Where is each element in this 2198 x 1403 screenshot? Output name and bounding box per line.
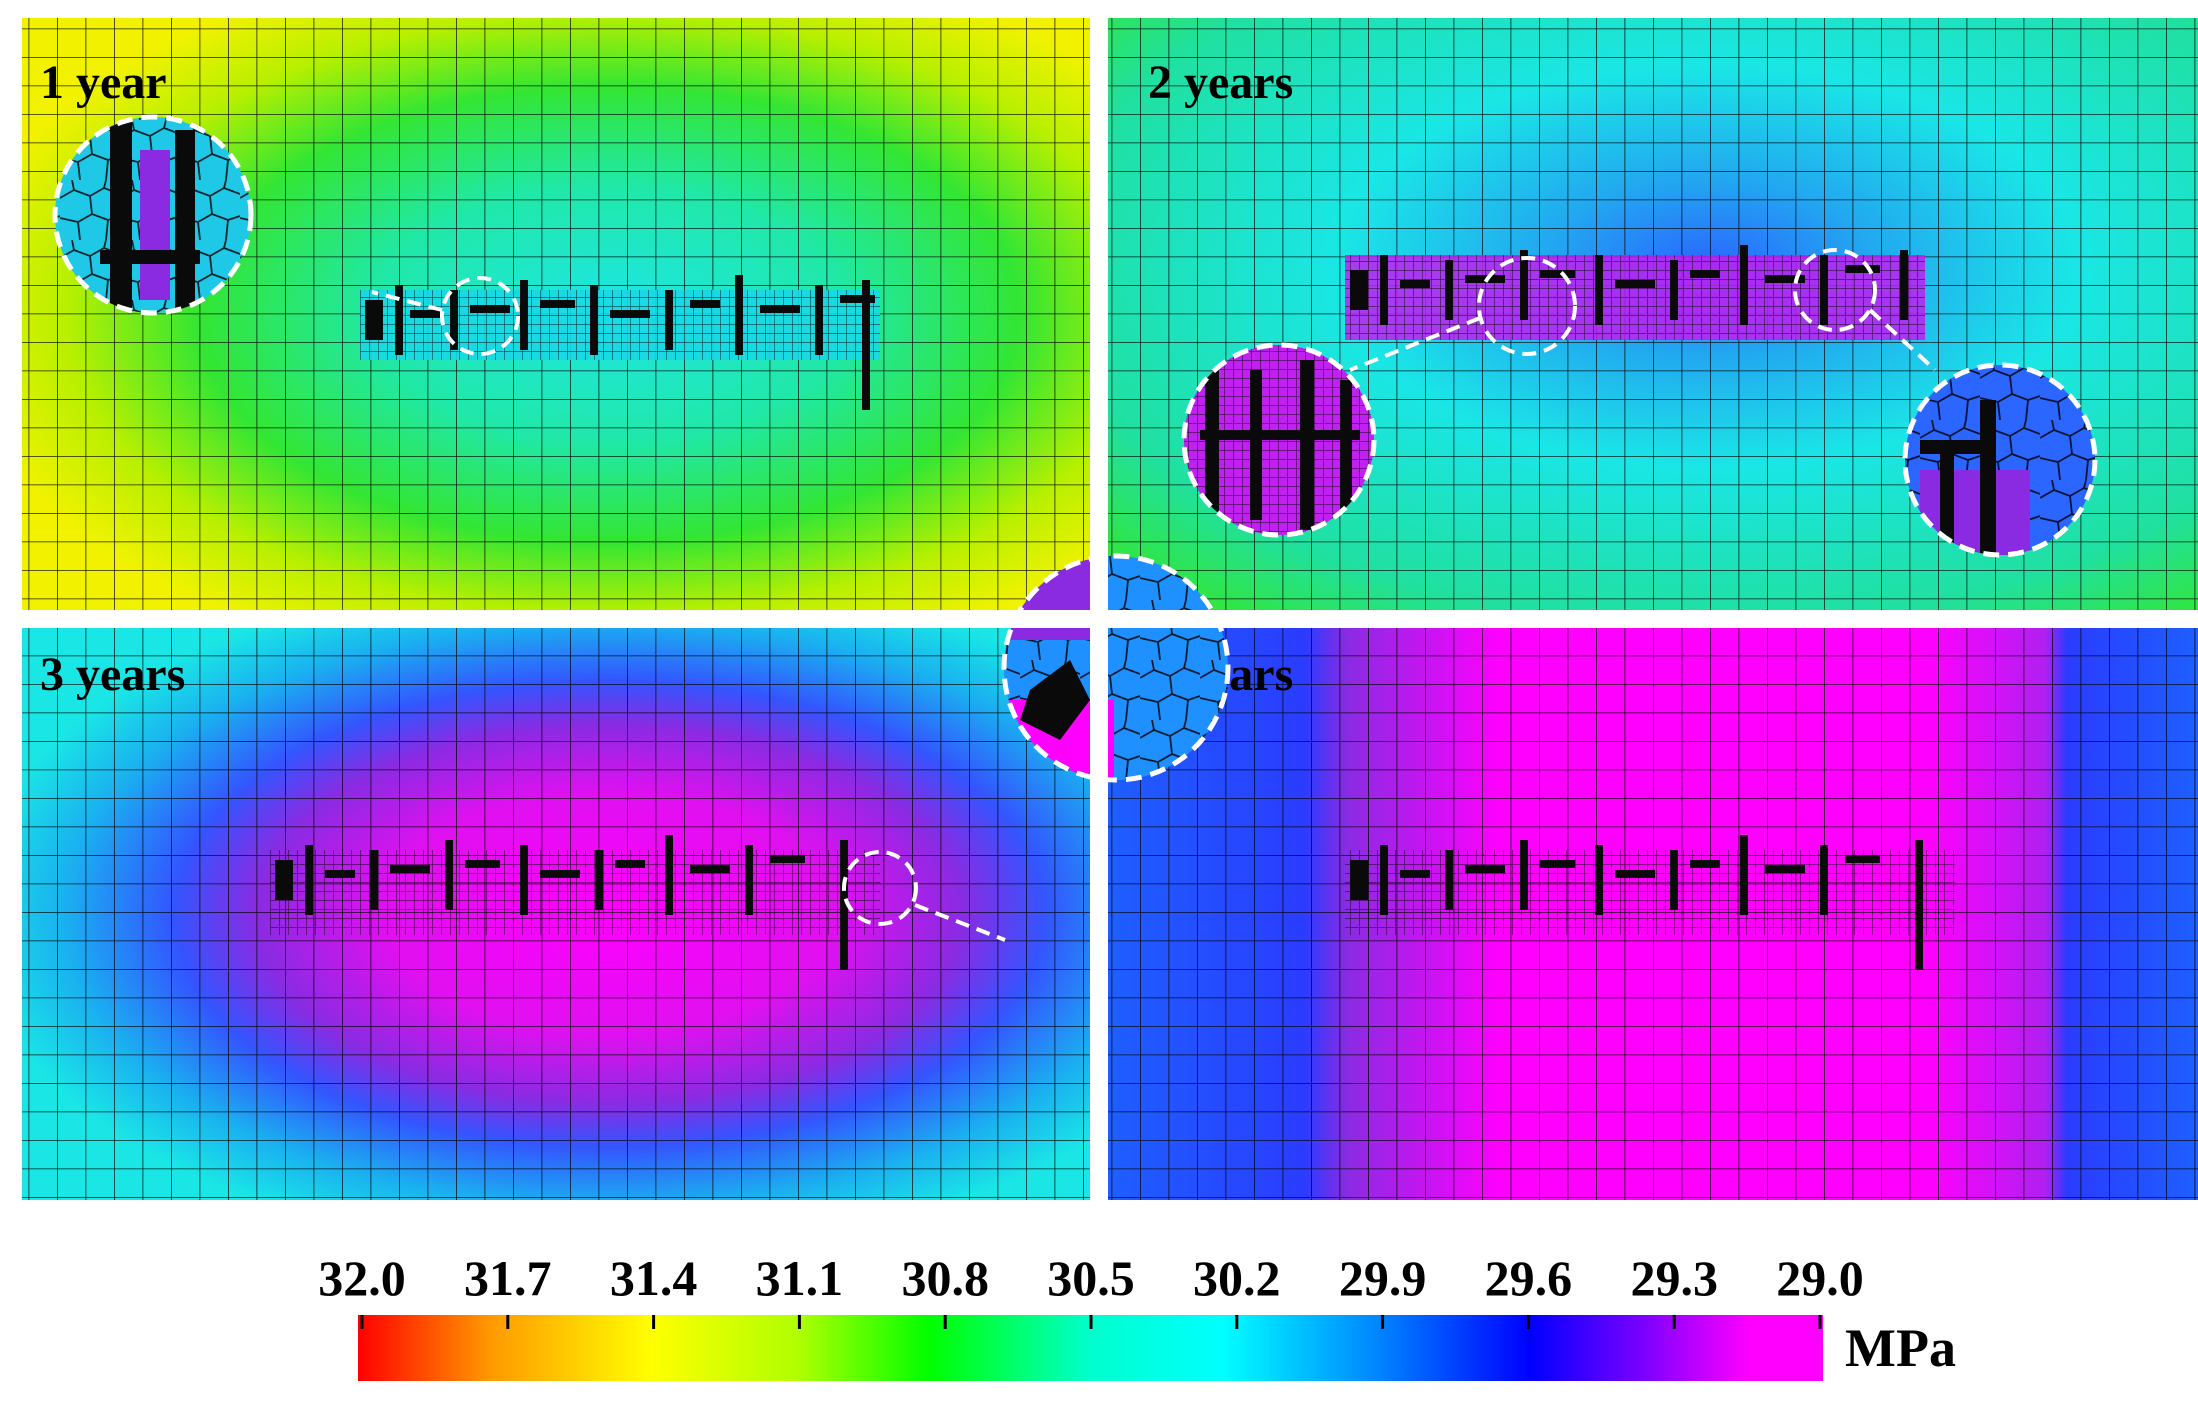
panel-2-years: 2 years: [1108, 18, 2198, 610]
fracture-network-2: [1345, 245, 1925, 340]
colorbar-tick-label: 31.7: [464, 1250, 552, 1306]
colorbar-tick-label: 32.0: [318, 1250, 406, 1306]
colorbar-tick-label: 30.2: [1193, 1250, 1281, 1306]
zoom-inset-2a: [1181, 342, 1377, 538]
panel-label-2: 2 years: [1148, 56, 1293, 109]
colorbar-tick-label: 29.0: [1776, 1250, 1864, 1306]
panel-1-year: 1 year: [22, 18, 1090, 610]
panel-3-years: 3 years: [22, 628, 1090, 1200]
colorbar-tick-label: 31.4: [610, 1250, 698, 1306]
fracture-network-4: [1345, 835, 1955, 970]
panel-label-1: 1 year: [40, 56, 167, 109]
horizontal-divider: [10, 610, 2198, 628]
colorbar-unit: MPa: [1845, 1318, 1956, 1378]
colorbar-tick-label: 29.3: [1630, 1250, 1718, 1306]
colorbar-tick-label: 30.5: [1047, 1250, 1135, 1306]
colorbar-tick-label: 30.8: [901, 1250, 989, 1306]
fracture-network-3: [270, 835, 880, 970]
panel-4-years: 4 years: [1108, 628, 2198, 1200]
panel-label-3: 3 years: [40, 648, 185, 701]
zoom-inset-2b: [1902, 362, 2098, 558]
colorbar-tick-label: 31.1: [756, 1250, 844, 1306]
colorbar: 32.0 31.7 31.4 31.1 30.8 30.5 30.2 29.9 29.6 29.3…: [318, 1250, 1956, 1381]
colorbar-ticks: 32.0 31.7 31.4 31.1 30.8 30.5 30.2 29.9 29.6 29.3…: [318, 1250, 1864, 1329]
colorbar-tick-label: 29.9: [1339, 1250, 1427, 1306]
colorbar-tick-label: 29.6: [1485, 1250, 1573, 1306]
zoom-inset-1: [52, 114, 254, 316]
